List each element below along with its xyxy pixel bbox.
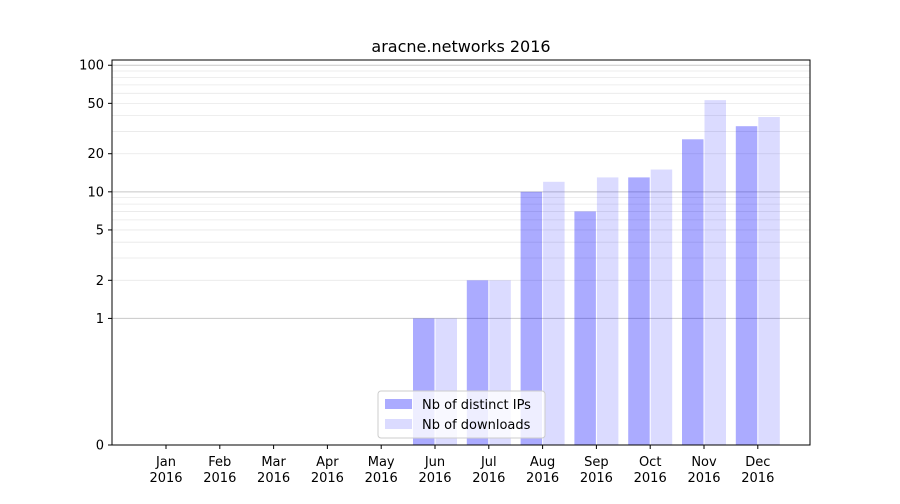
y-tick-label: 2 [96,274,104,289]
grid-lines [112,64,810,319]
legend: Nb of distinct IPs Nb of downloads [377,390,546,439]
x-tick-label-year: 2016 [365,471,398,486]
x-tick-label-month: Nov [691,455,717,470]
x-tick-label-year: 2016 [257,471,290,486]
y-tick-label: 5 [96,223,104,238]
x-tick-label-month: Oct [639,455,661,470]
x-tick-label-month: Jun [424,455,445,470]
x-tick-label-month: Feb [208,455,231,470]
plot-frame [111,59,811,446]
x-tick-label-year: 2016 [418,471,451,486]
y-tick-label: 100 [79,59,104,74]
x-tick-label-month: Aug [530,455,555,470]
y-tick-label: 10 [87,185,104,200]
x-tick-label-month: Dec [745,455,770,470]
legend-swatch [385,419,412,429]
x-tick-label-year: 2016 [634,471,667,486]
x-tick-label-month: Sep [584,455,609,470]
x-tick-label-year: 2016 [472,471,505,486]
x-tick-label-year: 2016 [741,471,774,486]
bar-downloads [704,100,726,445]
x-tick-label-year: 2016 [311,471,344,486]
y-tick-label: 1 [96,312,104,327]
x-tick-label-month: Jan [155,455,176,470]
x-tick-label-month: Mar [261,455,286,470]
legend-box [377,390,546,439]
bar-downloads [596,177,619,446]
bar-downloads [650,169,673,445]
bar-downloads [758,117,780,446]
bar-downloads [543,181,565,445]
legend-label: Nb of downloads [422,418,531,433]
y-tick-label: 0 [96,439,104,454]
x-tick-label-year: 2016 [526,471,559,486]
bar-distinct-ips [735,126,758,446]
bar-distinct-ips [682,139,704,445]
x-tick-label-month: Jul [480,455,497,470]
bars [413,100,780,446]
legend-swatch [385,399,412,409]
axis-ticks: 0125102050100Jan2016Feb2016Mar2016Apr201… [79,59,774,486]
x-tick-label-month: Apr [316,455,339,470]
x-tick-label-month: May [368,455,395,470]
x-tick-label-year: 2016 [687,471,720,486]
x-tick-label-year: 2016 [580,471,613,486]
y-tick-label: 20 [87,147,104,162]
bar-distinct-ips [628,177,650,446]
x-tick-label-year: 2016 [203,471,236,486]
x-tick-label-year: 2016 [149,471,182,486]
bar-distinct-ips [574,211,596,445]
legend-label: Nb of distinct IPs [422,398,531,413]
chart-title: aracne.networks 2016 [371,37,550,56]
bar-distinct-ips [520,191,543,445]
y-tick-label: 50 [87,97,104,112]
